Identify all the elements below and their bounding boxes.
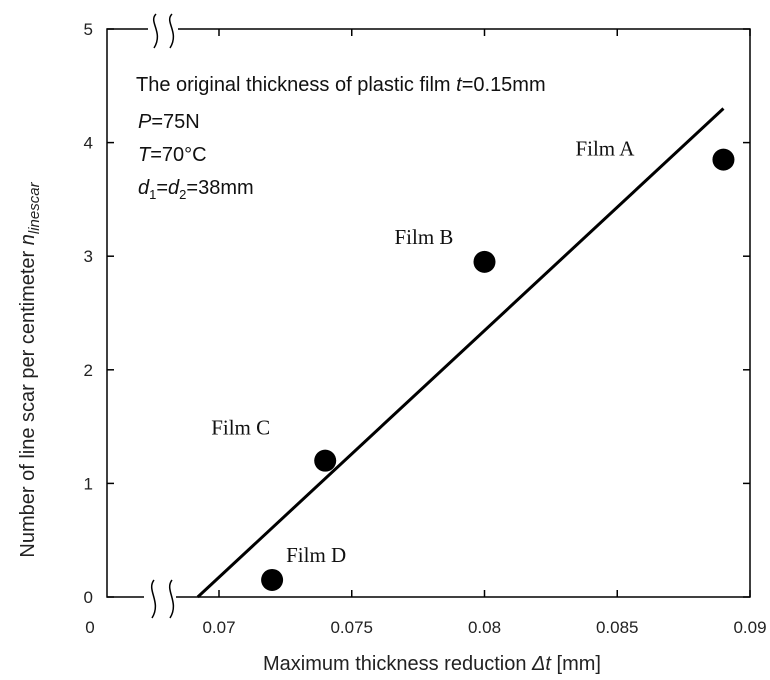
y-tick-label: 3 xyxy=(84,247,93,266)
annotation-temperature: T=70°C xyxy=(138,144,207,166)
axis-ticks xyxy=(107,28,751,598)
y-axis-break xyxy=(148,12,178,49)
data-point xyxy=(261,568,284,591)
x-tick-label: 0.085 xyxy=(596,618,639,637)
fit-line xyxy=(196,107,725,599)
annotation-thickness: The original thickness of plastic film t… xyxy=(136,74,546,96)
y-tick-label: 0 xyxy=(84,588,93,607)
y-tick-label: 4 xyxy=(84,134,93,153)
data-points xyxy=(261,148,735,591)
x-origin-label: 0 xyxy=(85,618,94,637)
x-tick-label: 0.075 xyxy=(330,618,373,637)
point-label: Film A xyxy=(575,137,635,161)
point-labels: Film A Film B Film C Film D xyxy=(211,137,635,567)
y-axis-label: Number of line scar per centimeter nline… xyxy=(17,181,43,557)
x-axis-label: Maximum thickness reduction Δt [mm] xyxy=(263,653,601,675)
y-tick-label: 2 xyxy=(84,361,93,380)
x-tick-label: 0.08 xyxy=(468,618,501,637)
x-tick-label: 0.09 xyxy=(733,618,766,637)
annotation-pressure: P=75N xyxy=(138,111,200,133)
data-point xyxy=(712,148,735,171)
point-label: Film C xyxy=(211,416,270,440)
point-label: Film D xyxy=(286,543,346,567)
data-point xyxy=(473,250,496,273)
x-axis-break xyxy=(144,579,176,619)
x-tick-label: 0.07 xyxy=(202,618,235,637)
point-label: Film B xyxy=(395,225,454,249)
fit-line-group xyxy=(196,107,725,599)
y-tick-label: 1 xyxy=(84,474,93,493)
data-point xyxy=(314,449,337,472)
y-tick-label: 5 xyxy=(84,20,93,39)
annotation-diameter: d1=d2=38mm xyxy=(138,177,254,202)
plot-frame xyxy=(106,28,751,598)
tick-labels: 0.07 0.075 0.08 0.085 0.09 0 0 1 2 3 4 5 xyxy=(84,20,767,637)
